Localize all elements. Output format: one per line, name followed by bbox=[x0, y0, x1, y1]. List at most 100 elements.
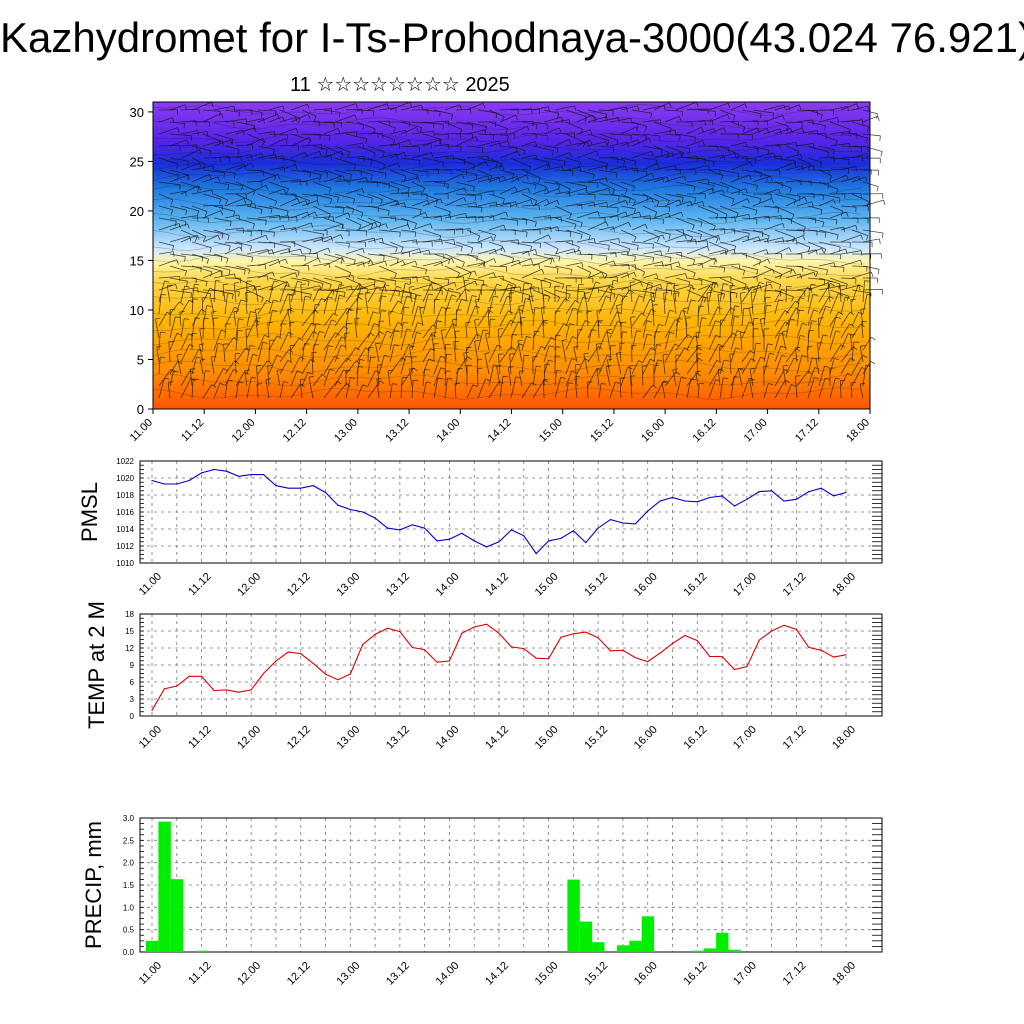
wind-barb-flag bbox=[726, 187, 729, 193]
wind-barb bbox=[466, 253, 486, 263]
wind-barb bbox=[708, 228, 725, 231]
wind-barb bbox=[408, 287, 413, 303]
wind-barb bbox=[488, 319, 491, 339]
data-point bbox=[151, 479, 153, 482]
wind-barb-flag bbox=[858, 176, 861, 182]
wind-barb-flag bbox=[860, 234, 864, 240]
x-tick-label: 14.00 bbox=[434, 724, 462, 752]
wind-barb bbox=[862, 265, 880, 270]
wind-barb-flag bbox=[811, 320, 817, 322]
wind-barb bbox=[356, 277, 376, 281]
wind-barb-flag bbox=[178, 223, 181, 229]
wind-barb bbox=[598, 169, 618, 174]
wind-barb-flag bbox=[316, 200, 320, 206]
wind-barb-flag bbox=[176, 259, 179, 265]
wind-barb bbox=[587, 368, 597, 387]
wind-barb bbox=[774, 181, 792, 189]
wind-barb bbox=[785, 289, 805, 292]
wind-barb-flag bbox=[618, 293, 623, 297]
wind-barb bbox=[400, 283, 406, 303]
bar bbox=[716, 932, 729, 952]
wind-barb bbox=[642, 217, 664, 220]
wind-barb bbox=[630, 317, 633, 339]
wind-barb bbox=[191, 101, 212, 111]
wind-barb bbox=[254, 309, 259, 327]
wind-barb bbox=[268, 205, 289, 212]
wind-barb bbox=[807, 265, 828, 271]
wind-barb-flag bbox=[781, 354, 787, 358]
wind-barb bbox=[652, 304, 655, 327]
wind-barb bbox=[466, 347, 468, 363]
wind-barb bbox=[675, 229, 693, 238]
wind-barb-flag bbox=[827, 152, 830, 158]
wind-barb bbox=[740, 292, 743, 315]
wind-barb bbox=[235, 241, 252, 247]
wind-barb-flag bbox=[525, 298, 531, 300]
wind-barb bbox=[686, 287, 691, 303]
wind-barb-flag bbox=[613, 147, 615, 153]
wind-barb-flag bbox=[703, 298, 707, 303]
wind-barb bbox=[664, 343, 676, 363]
wind-barb-flag bbox=[876, 186, 879, 192]
wind-barb bbox=[565, 109, 587, 118]
wind-barb-flag bbox=[373, 238, 376, 244]
wind-barb-flag bbox=[658, 135, 661, 142]
wind-barb bbox=[631, 193, 648, 197]
wind-barb-flag bbox=[713, 283, 716, 289]
wind-barb-flag bbox=[807, 286, 812, 291]
wind-barb-flag bbox=[227, 235, 230, 241]
wind-barb bbox=[543, 127, 560, 135]
wind-barb-flag bbox=[547, 296, 551, 302]
wind-barb bbox=[169, 139, 188, 147]
wind-barb bbox=[169, 190, 186, 195]
wind-barb-flag bbox=[770, 283, 773, 289]
wind-barb bbox=[444, 294, 453, 315]
wind-barb bbox=[279, 360, 289, 375]
wind-barb-flag bbox=[564, 298, 570, 302]
wind-barb-flag bbox=[250, 311, 256, 313]
wind-barb bbox=[796, 109, 818, 112]
wind-barb bbox=[312, 323, 317, 339]
wind-barb bbox=[576, 181, 598, 184]
wind-barb bbox=[400, 355, 407, 375]
wind-barb-flag bbox=[627, 142, 629, 148]
wind-barb bbox=[444, 288, 450, 303]
wind-barb bbox=[422, 229, 442, 237]
wind-barb-flag bbox=[568, 294, 571, 300]
wind-barb bbox=[191, 277, 208, 282]
wind-barb-flag bbox=[673, 292, 679, 294]
wind-barb-flag bbox=[491, 236, 494, 242]
wind-barb bbox=[774, 355, 783, 375]
wind-barb bbox=[686, 335, 695, 351]
wind-barb bbox=[664, 193, 684, 198]
wind-barb-flag bbox=[589, 139, 593, 145]
wind-barb bbox=[169, 121, 185, 124]
wind-barb-flag bbox=[866, 126, 870, 132]
wind-barb-flag bbox=[250, 231, 252, 237]
wind-barb-flag bbox=[401, 357, 407, 361]
wind-barb bbox=[619, 378, 622, 399]
wind-barb bbox=[818, 365, 825, 387]
wind-barb bbox=[191, 229, 206, 237]
wind-barb bbox=[807, 309, 814, 327]
wind-barb bbox=[378, 241, 398, 248]
wind-barb bbox=[642, 105, 665, 111]
wind-barb-flag bbox=[632, 186, 635, 192]
wind-barb-flag bbox=[496, 283, 502, 287]
wind-barb bbox=[653, 121, 672, 129]
wind-barb-flag bbox=[307, 211, 310, 217]
wind-barb bbox=[323, 205, 344, 209]
wind-barb-flag bbox=[416, 332, 422, 335]
wind-barb bbox=[862, 229, 884, 234]
wind-barb-flag bbox=[309, 172, 311, 178]
wind-barb-flag bbox=[299, 356, 305, 360]
wind-barb bbox=[631, 223, 646, 231]
wind-barb bbox=[444, 323, 453, 339]
wind-barb bbox=[477, 258, 494, 267]
wind-barb-flag bbox=[561, 116, 564, 123]
wind-barb bbox=[818, 262, 835, 267]
wind-barb bbox=[477, 157, 498, 163]
wind-barb-flag bbox=[381, 295, 387, 297]
wind-barb bbox=[422, 369, 426, 387]
wind-barb bbox=[543, 181, 560, 185]
